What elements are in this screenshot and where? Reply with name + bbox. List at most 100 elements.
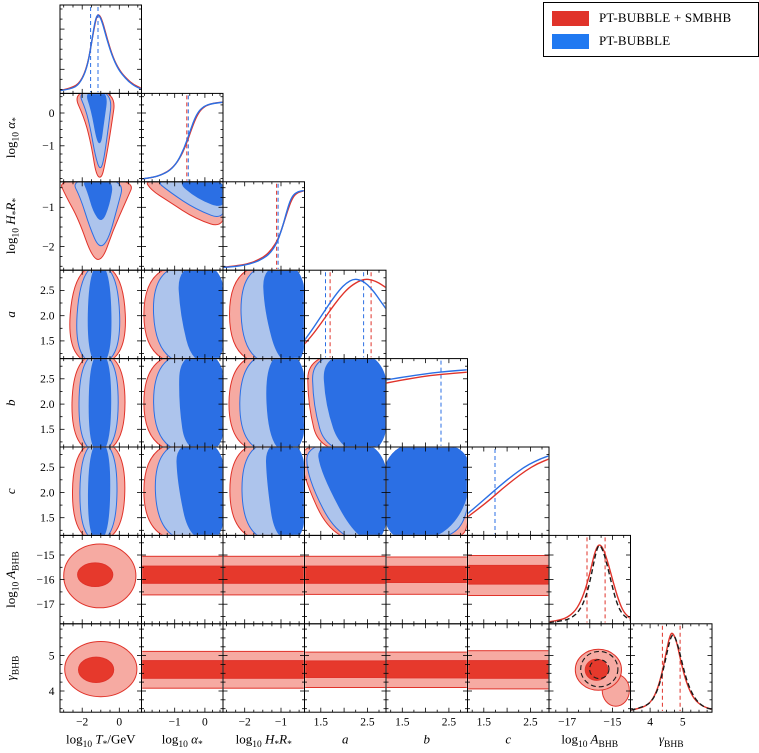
panel-A-vs-c [468, 555, 549, 596]
panel-c-vs-b [386, 447, 467, 535]
density-curve-red [468, 458, 549, 518]
panel-g-vs-hr [223, 650, 304, 689]
x-tick-label: −1 [169, 717, 181, 729]
y-axis-title-a: a [3, 311, 18, 318]
marginal-g [631, 625, 712, 711]
density-curve-blue [305, 278, 386, 341]
y-tick-label: 2.5 [40, 374, 55, 386]
density-curve-blue [468, 455, 549, 515]
panel-b-vs-a [307, 359, 386, 447]
density-curve-black [549, 544, 630, 624]
panel-g-vs-A [574, 648, 630, 707]
legend-item-pt-bubble-smbhb: PT-BUBBLE + SMBHB [552, 10, 750, 26]
density-curve-blue [142, 101, 223, 180]
marginal-hr [223, 183, 304, 269]
panel-hr-vs-alpha [146, 182, 223, 226]
contour-panels [61, 94, 630, 707]
y-tick-label: −1 [42, 202, 54, 214]
y-tick-label: 1.5 [40, 424, 55, 436]
density-curve-black [631, 634, 712, 711]
x-axis-title-b: b [424, 732, 431, 747]
axis-labels: −2 0 log10 T*/GeV −1 0 log10 α* −2 −1 log10 H*R*… [3, 108, 686, 750]
density-curve-blue [386, 369, 467, 381]
x-axis-title-a: a [342, 732, 349, 747]
x-tick-label: −17 [558, 717, 576, 729]
x-tick-label: −15 [603, 717, 621, 729]
y-tick-label: −16 [37, 574, 55, 586]
y-tick-label: 1.5 [40, 513, 55, 525]
panel-b-vs-hr [228, 359, 304, 447]
legend-swatch-red-icon [552, 10, 589, 26]
panel-frame [141, 92, 224, 183]
panel-c-vs-hr [229, 447, 304, 535]
density-curve-red [631, 632, 712, 711]
x-tick-label: 2.5 [523, 717, 538, 729]
legend: PT-BUBBLE + SMBHB PT-BUBBLE [543, 2, 759, 57]
density-curve-blue [223, 189, 304, 269]
y-tick-label: 2.0 [40, 399, 55, 411]
density-curve-red [142, 101, 223, 180]
x-tick-label: 5 [680, 717, 686, 729]
panel-A-vs-alpha [142, 555, 223, 596]
marginal-c [468, 449, 549, 535]
panel-A-vs-t [63, 543, 137, 609]
x-axis-title-hr: log10 H*R* [236, 732, 292, 751]
panel-c-vs-t [71, 447, 126, 535]
marginal-a [305, 272, 386, 358]
y-tick-label: 4 [49, 686, 55, 698]
marginal-b [386, 360, 467, 446]
panel-b-vs-alpha [143, 359, 223, 447]
y-tick-label: −2 [42, 241, 54, 253]
x-axis-title-A: log10 ABHB [561, 732, 618, 751]
x-tick-label: 2.5 [442, 717, 457, 729]
marginal-t [60, 7, 141, 93]
panel-g-vs-c [468, 650, 549, 690]
y-tick-label: 2.5 [40, 285, 55, 297]
y-tick-label: 2.0 [40, 311, 55, 323]
panel-b-vs-t [71, 359, 126, 447]
panel-A-vs-hr [223, 555, 304, 596]
y-axis-title-hr: log10 H*R* [3, 198, 22, 254]
panel-c-vs-a [305, 447, 386, 535]
y-axis-title-alpha: log10 α* [3, 117, 22, 158]
x-tick-label: 2.5 [360, 717, 375, 729]
y-tick-label: −1 [42, 141, 54, 153]
y-tick-label: −17 [37, 599, 55, 611]
marginal-A [549, 537, 630, 624]
legend-label-pt-bubble: PT-BUBBLE [599, 33, 671, 48]
y-tick-label: 1.5 [40, 336, 55, 348]
panel-A-vs-b [386, 556, 467, 595]
panel-frame [630, 623, 713, 713]
density-curve-red [386, 371, 467, 384]
axes-frames-ticks [59, 4, 713, 713]
x-tick-label: −1 [275, 717, 287, 729]
x-axis-title-t: log10 T*/GeV [66, 732, 136, 751]
y-tick-label: −15 [37, 550, 55, 562]
panel-g-vs-b [386, 651, 467, 688]
panel-alpha-vs-t [76, 94, 115, 178]
panel-g-vs-alpha [142, 650, 223, 689]
density-curve-red [60, 14, 141, 92]
x-tick-label: 1.5 [314, 717, 329, 729]
y-axis-title-b: b [3, 399, 18, 406]
legend-label-pt-bubble-smbhb: PT-BUBBLE + SMBHB [599, 10, 732, 25]
x-tick-label: 0 [116, 717, 122, 729]
y-tick-label: 5 [49, 650, 55, 662]
y-tick-label: 2.0 [40, 487, 55, 499]
x-tick-label: −2 [239, 717, 251, 729]
x-axis-title-g: γBHB [659, 732, 684, 751]
density-curve-red [549, 544, 630, 623]
x-tick-label: 4 [647, 717, 653, 729]
panel-a-vs-t [69, 270, 126, 358]
marginal-panels [60, 7, 712, 711]
y-axis-title-A: log10 ABHB [3, 551, 22, 608]
marginal-alpha [142, 95, 223, 181]
panel-A-vs-a [305, 555, 386, 595]
panel-a-vs-alpha [143, 270, 223, 358]
y-tick-label: 0 [49, 108, 55, 120]
panel-frame [385, 358, 468, 448]
y-axis-title-g: γBHB [3, 656, 22, 681]
legend-item-pt-bubble: PT-BUBBLE [552, 33, 750, 49]
